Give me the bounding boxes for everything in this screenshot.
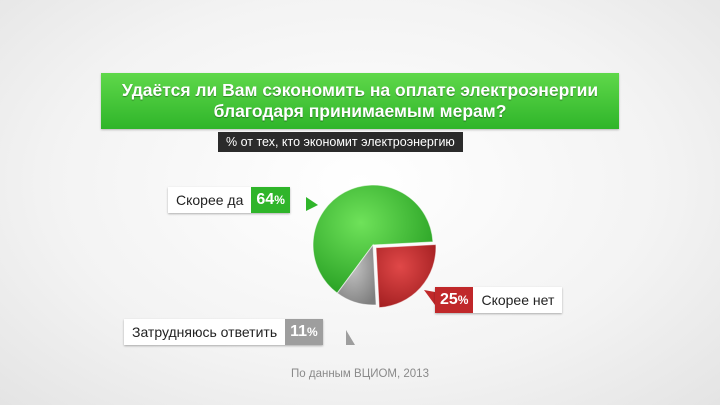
pie-slice-1 bbox=[375, 244, 437, 309]
pie-slice-0 bbox=[312, 184, 434, 294]
callout-slice-2: Затрудняюсь ответить 11% bbox=[124, 319, 323, 345]
slice-label-2: Затрудняюсь ответить bbox=[124, 319, 286, 345]
title-banner: Удаётся ли Вам сэкономить на оплате элек… bbox=[101, 73, 619, 129]
callout-tail-2 bbox=[346, 330, 355, 345]
slice-label-1: Скорее нет bbox=[473, 287, 563, 313]
slice-value-number-1: 25 bbox=[440, 291, 458, 308]
slice-value-2: 11% bbox=[285, 319, 323, 345]
slice-value-number-0: 64 bbox=[256, 191, 275, 208]
percent-sign-1: % bbox=[457, 293, 469, 307]
slice-label-0: Скорее да bbox=[168, 187, 252, 213]
slice-value-number-2: 11 bbox=[290, 323, 308, 340]
chart-subtitle: % от тех, кто экономит электроэнергию bbox=[218, 132, 463, 152]
chart-title: Удаётся ли Вам сэкономить на оплате элек… bbox=[121, 80, 599, 121]
callout-tail-0 bbox=[306, 197, 318, 211]
callout-slice-0: Скорее да 64% bbox=[168, 187, 290, 213]
callout-tail-1 bbox=[424, 290, 435, 305]
slice-value-0: 64% bbox=[251, 187, 290, 213]
percent-sign-0: % bbox=[274, 193, 285, 207]
source-note: По данным ВЦИОМ, 2013 bbox=[291, 368, 429, 380]
callout-slice-1: 25% Скорее нет bbox=[435, 287, 563, 313]
percent-sign-2: % bbox=[307, 325, 318, 339]
pie-slice-2 bbox=[336, 243, 377, 306]
slice-value-1: 25% bbox=[435, 287, 474, 313]
